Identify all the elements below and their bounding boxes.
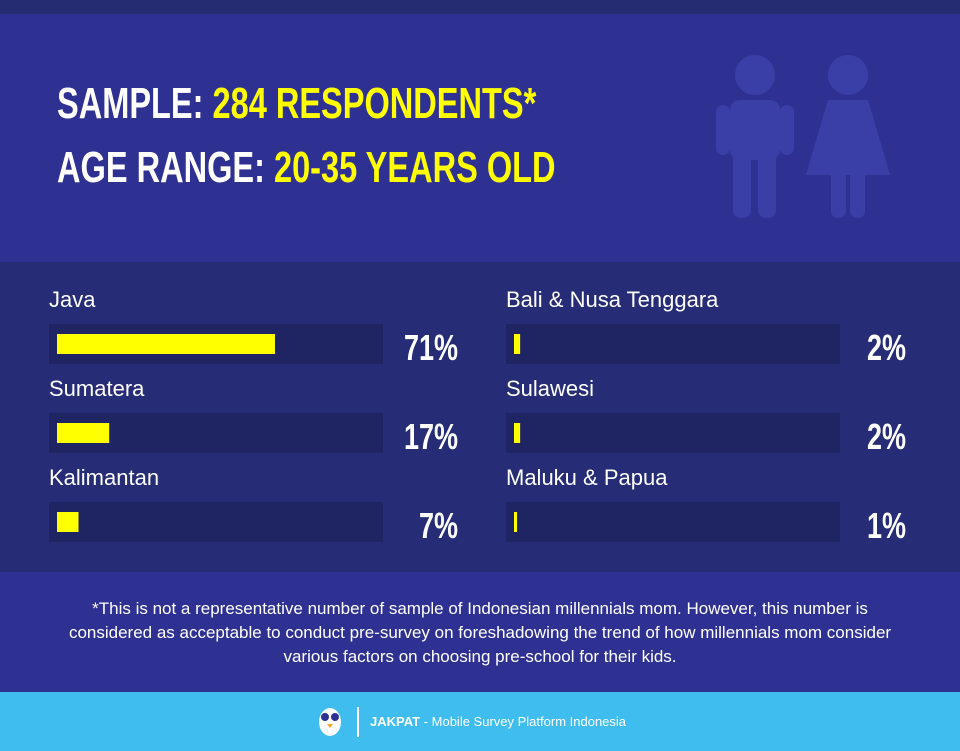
category-label: Java: [49, 287, 96, 312]
bar: [57, 423, 110, 443]
value-label: 2%: [867, 327, 906, 368]
people-icon: [716, 55, 890, 218]
bar: [57, 512, 79, 532]
bar-track: [506, 502, 840, 542]
bar-chart: Java 71% Sumatera 17% Kalimantan 7% Bali & Nus…: [49, 287, 906, 546]
value-label: 7%: [419, 505, 458, 546]
owl-logo: [319, 708, 341, 736]
bar: [514, 512, 518, 532]
category-label: Bali & Nusa Tenggara: [506, 287, 719, 312]
category-label: Sumatera: [49, 376, 145, 401]
value: 284 RESPONDENTS*: [212, 79, 537, 128]
label: AGE RANGE:: [57, 143, 265, 192]
note-line: various factors on choosing pre-school f…: [283, 647, 676, 666]
footer-text: JAKPAT - Mobile Survey Platform Indonesi…: [370, 714, 627, 729]
value: 20-35 YEARS OLD: [274, 143, 556, 192]
header-label: AGE RANGE: 20-35 YEARS OLD: [57, 143, 556, 192]
header-line: SAMPLE: 284 RESPONDENTS*: [57, 79, 537, 128]
brand: JAKPAT: [370, 714, 420, 729]
bar: [514, 423, 521, 443]
label: SAMPLE:: [57, 79, 203, 128]
tagline: - Mobile Survey Platform Indonesia: [424, 714, 627, 729]
top-strip: [0, 0, 960, 14]
value-label: 2%: [867, 416, 906, 457]
bar-track: [506, 413, 840, 453]
bar: [57, 334, 275, 354]
note-line: considered as acceptable to conduct pre-…: [69, 623, 891, 642]
header-bg: [0, 14, 960, 262]
header-label: SAMPLE: 284 RESPONDENTS*: [57, 79, 537, 128]
category-label: Kalimantan: [49, 465, 159, 490]
bar-track: [49, 502, 383, 542]
header-line: AGE RANGE: 20-35 YEARS OLD: [57, 143, 556, 192]
category-label: Sulawesi: [506, 376, 594, 401]
footer-bg: [0, 692, 960, 751]
value-label: 17%: [404, 416, 458, 457]
value-label: 1%: [867, 505, 906, 546]
value-label: 71%: [404, 327, 458, 368]
note-bg: [0, 572, 960, 692]
bar-track: [506, 324, 840, 364]
bar: [514, 334, 521, 354]
category-label: Maluku & Papua: [506, 465, 668, 490]
note-line: *This is not a representative number of …: [92, 599, 868, 618]
